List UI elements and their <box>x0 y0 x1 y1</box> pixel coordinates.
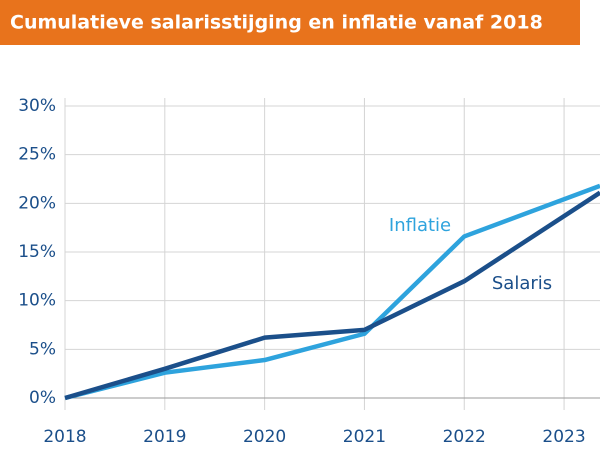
y-tick-label: 5% <box>29 339 56 359</box>
y-tick-label: 0% <box>29 388 56 408</box>
chart-title: Cumulatieve salarisstijging en inflatie … <box>10 12 543 34</box>
x-tick-label: 2023 <box>542 427 585 447</box>
series-label: Salaris <box>492 273 552 294</box>
x-tick-label: 2019 <box>143 427 186 447</box>
y-tick-label: 25% <box>18 145 56 165</box>
x-tick-label: 2021 <box>343 427 386 447</box>
series-label: Inflatie <box>389 215 451 236</box>
x-tick-label: 2020 <box>243 427 286 447</box>
y-tick-label: 20% <box>18 193 56 213</box>
title-bar <box>0 0 580 45</box>
y-tick-label: 15% <box>18 242 56 262</box>
y-tick-label: 30% <box>18 96 56 116</box>
y-tick-label: 10% <box>18 291 56 311</box>
x-tick-label: 2022 <box>443 427 486 447</box>
x-tick-label: 2018 <box>43 427 86 447</box>
series-line <box>64 183 600 401</box>
series-line <box>64 190 600 401</box>
